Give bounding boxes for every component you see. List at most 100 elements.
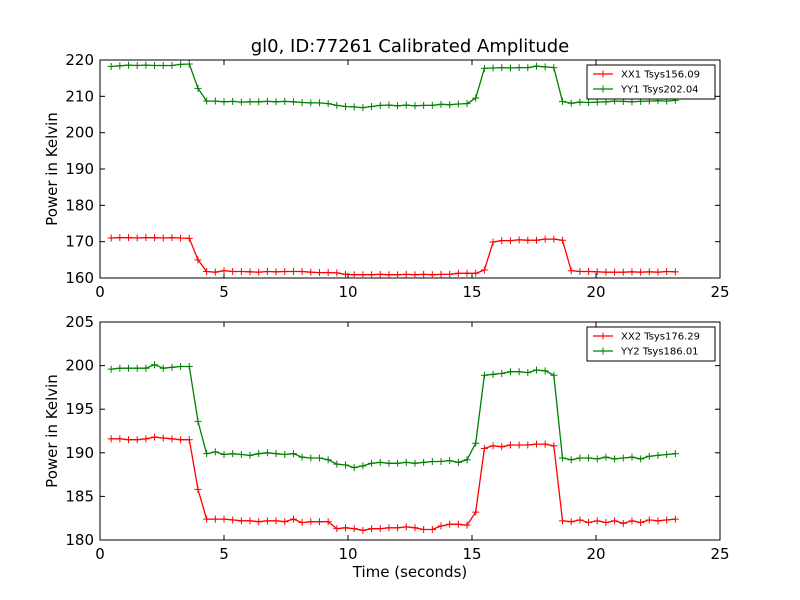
data-point (515, 64, 523, 72)
data-point (402, 270, 410, 278)
data-point (376, 458, 384, 466)
y-tick-label: 205 (65, 313, 94, 331)
data-point (376, 525, 384, 533)
y-tick-label: 190 (65, 160, 94, 178)
data-point (420, 270, 428, 278)
data-point (211, 515, 219, 523)
data-point (437, 458, 445, 466)
data-point (194, 485, 202, 493)
data-point (116, 234, 124, 242)
data-point (116, 62, 124, 70)
data-point (177, 60, 185, 68)
data-point (628, 453, 636, 461)
data-point (211, 268, 219, 276)
data-point (506, 64, 514, 72)
data-point (489, 442, 497, 450)
y-tick-label: 170 (65, 233, 94, 251)
data-point (637, 268, 645, 276)
data-point (506, 237, 514, 245)
data-point (559, 97, 567, 105)
data-point (654, 268, 662, 276)
data-point (541, 440, 549, 448)
data-point (368, 271, 376, 279)
data-point (237, 517, 245, 525)
data-point (281, 97, 289, 105)
data-point (142, 364, 150, 372)
data-point (654, 451, 662, 459)
data-point (168, 61, 176, 69)
data-point (585, 99, 593, 107)
data-point (480, 64, 488, 72)
legend-box (586, 64, 716, 100)
data-point (394, 459, 402, 467)
data-point (480, 371, 488, 379)
data-point (177, 436, 185, 444)
data-point (550, 235, 558, 243)
data-point (359, 104, 367, 112)
data-point (194, 417, 202, 425)
data-point (272, 450, 280, 458)
legend-entry: YY1 Tsys202.04 (620, 85, 699, 96)
data-point (324, 269, 332, 277)
data-point (194, 256, 202, 264)
data-point (611, 455, 619, 463)
data-point (454, 100, 462, 108)
data-point (411, 459, 419, 467)
data-point (263, 449, 271, 457)
data-point (472, 94, 480, 102)
data-point (619, 268, 627, 276)
data-point (480, 444, 488, 452)
data-point (281, 267, 289, 275)
data-point (368, 525, 376, 533)
data-point (211, 448, 219, 456)
data-point (298, 453, 306, 461)
y-axis-label: Power in Kelvin (43, 112, 61, 226)
data-point (333, 269, 341, 277)
data-point (454, 269, 462, 277)
data-point (324, 100, 332, 108)
data-point (263, 97, 271, 105)
data-point (307, 99, 315, 107)
data-point (246, 98, 254, 106)
data-point (229, 97, 237, 105)
data-point (359, 271, 367, 279)
data-point (151, 234, 159, 242)
x-tick-label: 20 (586, 283, 605, 301)
data-point (289, 515, 297, 523)
data-point (116, 435, 124, 443)
data-point (281, 451, 289, 459)
data-point (246, 268, 254, 276)
data-point (428, 458, 436, 466)
data-point (159, 364, 167, 372)
legend-entry: XX1 Tsys156.09 (621, 70, 700, 81)
data-point (168, 435, 176, 443)
data-point (550, 371, 558, 379)
data-point (454, 458, 462, 466)
data-point (559, 236, 567, 244)
data-point (107, 365, 115, 373)
data-point (350, 103, 358, 111)
data-point (498, 64, 506, 72)
data-point (125, 234, 133, 242)
data-point (489, 64, 497, 72)
data-point (203, 97, 211, 105)
data-point (220, 515, 228, 523)
data-point (116, 364, 124, 372)
data-point (402, 523, 410, 531)
data-point (628, 268, 636, 276)
data-point (324, 518, 332, 526)
series-1 (107, 433, 679, 534)
data-point (602, 453, 610, 461)
data-point (602, 268, 610, 276)
data-point (524, 441, 532, 449)
data-point (315, 518, 323, 526)
y-tick-label: 180 (65, 196, 94, 214)
data-point (159, 434, 167, 442)
data-point (437, 270, 445, 278)
x-tick-label: 10 (338, 283, 357, 301)
data-point (645, 268, 653, 276)
data-point (133, 234, 141, 242)
data-point (637, 455, 645, 463)
data-point (671, 268, 679, 276)
data-point (385, 271, 393, 279)
